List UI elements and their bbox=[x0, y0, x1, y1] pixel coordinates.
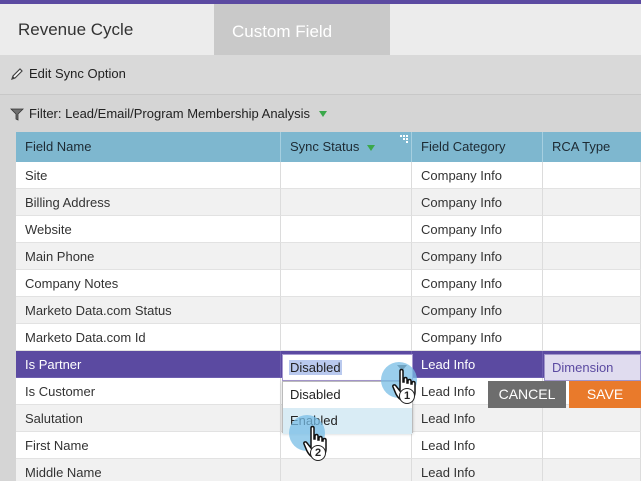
toolbar: Edit Sync Option bbox=[0, 55, 641, 95]
field-name-cell: Billing Address bbox=[16, 189, 281, 216]
rca-type-cell bbox=[543, 270, 641, 297]
field-name-cell: Company Notes bbox=[16, 270, 281, 297]
table-row[interactable]: Main Phone Company Info bbox=[16, 243, 641, 270]
sync-status-selected-value: Disabled bbox=[289, 360, 342, 375]
column-menu-icon[interactable] bbox=[400, 135, 408, 143]
field-name-cell: Main Phone bbox=[16, 243, 281, 270]
filter-icon bbox=[10, 108, 24, 121]
table-row[interactable]: Site Company Info bbox=[16, 162, 641, 189]
rca-type-cell bbox=[543, 324, 641, 351]
field-category-cell: Company Info bbox=[412, 243, 543, 270]
step-badge-2: 2 bbox=[310, 445, 326, 461]
save-button[interactable]: SAVE bbox=[569, 381, 641, 408]
rca-type-cell bbox=[543, 189, 641, 216]
table-row[interactable]: Company Notes Company Info bbox=[16, 270, 641, 297]
rca-type-cell bbox=[543, 405, 641, 432]
tab-custom-field-sync[interactable]: Custom Field Sync bbox=[214, 0, 390, 96]
sync-status-cell bbox=[281, 270, 412, 297]
sync-status-cell bbox=[281, 432, 412, 459]
sync-status-cell bbox=[281, 216, 412, 243]
sync-status-cell bbox=[281, 189, 412, 216]
tab-bar: Revenue Cycle Analytics Custom Field Syn… bbox=[0, 0, 641, 96]
field-category-cell: Company Info bbox=[412, 324, 543, 351]
filter-label: Filter: Lead/Email/Program Membership An… bbox=[29, 106, 311, 121]
option-disabled[interactable]: Disabled bbox=[290, 387, 341, 402]
sort-indicator-icon bbox=[367, 145, 375, 151]
field-category-cell: Company Info bbox=[412, 270, 543, 297]
rca-type-cell bbox=[543, 432, 641, 459]
rca-type-cell bbox=[543, 243, 641, 270]
field-category-cell: Company Info bbox=[412, 216, 543, 243]
table-row[interactable]: First Name Lead Info bbox=[16, 432, 641, 459]
sync-status-header-label: Sync Status bbox=[290, 139, 360, 154]
tab-revenue-cycle-analytics[interactable]: Revenue Cycle Analytics bbox=[0, 4, 214, 90]
grid-header: Field Name Sync Status Field Category RC… bbox=[16, 132, 641, 162]
filter-dropdown-icon[interactable] bbox=[319, 110, 328, 117]
field-name-cell: Is Partner bbox=[16, 351, 281, 378]
field-name-cell: Salutation bbox=[16, 405, 281, 432]
field-name-cell: Marketo Data.com Status bbox=[16, 297, 281, 324]
sync-status-cell bbox=[281, 324, 412, 351]
column-header-field-category[interactable]: Field Category bbox=[412, 132, 543, 162]
sync-status-cell bbox=[281, 243, 412, 270]
table-row[interactable]: Billing Address Company Info bbox=[16, 189, 641, 216]
rca-type-cell bbox=[543, 459, 641, 481]
sync-status-cell bbox=[281, 297, 412, 324]
column-header-rca-type[interactable]: RCA Type bbox=[552, 139, 611, 154]
rca-type-cell bbox=[543, 162, 641, 189]
field-name-cell: Site bbox=[16, 162, 281, 189]
field-name-cell: Is Customer bbox=[16, 378, 281, 405]
field-category-cell: Lead Info bbox=[412, 351, 543, 378]
field-category-cell: Lead Info bbox=[412, 459, 543, 481]
field-category-cell: Lead Info bbox=[412, 432, 543, 459]
table-row[interactable]: Marketo Data.com Status Company Info bbox=[16, 297, 641, 324]
field-category-cell: Company Info bbox=[412, 162, 543, 189]
step-badge-1: 1 bbox=[399, 388, 415, 404]
table-row[interactable]: Marketo Data.com Id Company Info bbox=[16, 324, 641, 351]
field-category-cell: Company Info bbox=[412, 189, 543, 216]
filter-bar[interactable]: Filter: Lead/Email/Program Membership An… bbox=[10, 106, 328, 121]
field-category-cell: Lead Info bbox=[412, 405, 543, 432]
column-header-field-name[interactable]: Field Name bbox=[16, 132, 281, 162]
rca-type-field[interactable]: Dimension bbox=[544, 354, 641, 381]
table-row[interactable]: Website Company Info bbox=[16, 216, 641, 243]
field-name-cell: Marketo Data.com Id bbox=[16, 324, 281, 351]
edit-sync-option-button[interactable]: Edit Sync Option bbox=[10, 66, 126, 81]
rca-type-cell bbox=[543, 216, 641, 243]
field-name-cell: First Name bbox=[16, 432, 281, 459]
cancel-button[interactable]: CANCEL bbox=[488, 381, 566, 408]
column-header-sync-status[interactable]: Sync Status bbox=[281, 132, 412, 162]
edit-sync-option-label: Edit Sync Option bbox=[29, 66, 126, 81]
sync-status-cell bbox=[281, 162, 412, 189]
table-row[interactable]: Middle Name Lead Info bbox=[16, 459, 641, 481]
rca-type-cell bbox=[543, 297, 641, 324]
pencil-icon bbox=[11, 67, 23, 80]
field-name-cell: Middle Name bbox=[16, 459, 281, 481]
field-name-cell: Website bbox=[16, 216, 281, 243]
field-category-cell: Company Info bbox=[412, 297, 543, 324]
sync-status-cell bbox=[281, 459, 412, 481]
